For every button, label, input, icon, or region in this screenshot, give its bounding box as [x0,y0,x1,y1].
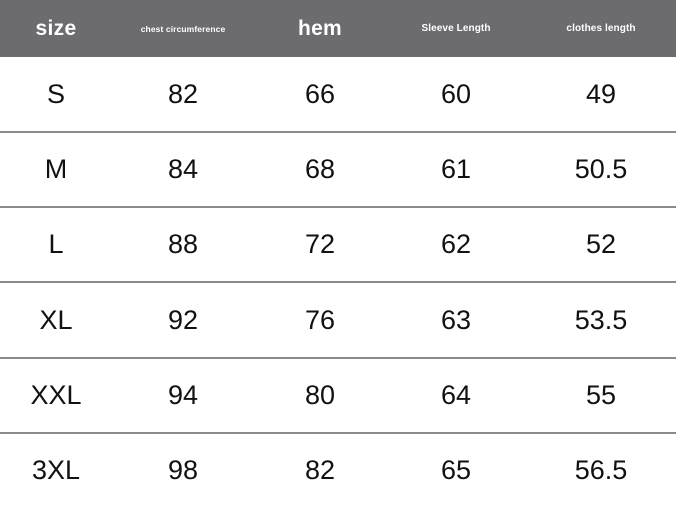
cell-sleeve: 62 [386,207,526,284]
cell-hem: 68 [254,132,386,209]
cell-clothes: 50.5 [526,132,676,209]
table-row: XXL 94 80 64 55 [0,357,676,434]
cell-sleeve: 60 [386,57,526,134]
cell-size: XL [0,282,112,359]
column-header-hem: hem [254,0,386,57]
cell-hem: 66 [254,57,386,134]
cell-chest: 98 [167,455,199,486]
table-header-row: size chest circumference hem Sleeve Leng… [0,0,676,57]
column-header-chest-circumference: chest circumference [112,0,254,57]
cell-chest: 88 [112,207,254,284]
cell-clothes: 55 [526,357,676,434]
table-body: S 82 66 60 49 M 84 68 61 50.5 L 88 72 62… [0,57,676,508]
cell-clothes: 49 [526,57,676,134]
cell-size: M [0,132,112,209]
cell-sleeve: 64 [386,357,526,434]
cell-clothes: 52 [526,207,676,284]
table-row: 3XL 98 82 65 56.5 [0,433,676,508]
table-row: S 82 66 60 49 [0,57,676,134]
cell-chest: 94 [112,357,254,434]
cell-sleeve: 61 [386,132,526,209]
cell-size: XXL [0,357,112,434]
cell-chest: 92 [112,282,254,359]
column-header-sleeve-length: Sleeve Length [386,0,526,57]
cell-sleeve: 65 [440,455,472,486]
cell-hem: 82 [304,455,336,486]
column-header-clothes-length: clothes length [526,0,676,57]
cell-hem: 76 [254,282,386,359]
table-row: M 84 68 61 50.5 [0,132,676,209]
cell-sleeve: 63 [386,282,526,359]
column-header-size: size [0,0,112,57]
table-row: L 88 72 62 52 [0,207,676,284]
table-header: size chest circumference hem Sleeve Leng… [0,0,676,57]
cell-size: 3XL [31,455,81,486]
cell-clothes: 56.5 [574,455,628,486]
cell-size: L [0,207,112,284]
table-row: XL 92 76 63 53.5 [0,282,676,359]
cell-clothes: 53.5 [526,282,676,359]
cell-size: S [0,57,112,134]
cell-chest: 82 [112,57,254,134]
cell-hem: 72 [254,207,386,284]
cell-hem: 80 [254,357,386,434]
cell-chest: 84 [112,132,254,209]
